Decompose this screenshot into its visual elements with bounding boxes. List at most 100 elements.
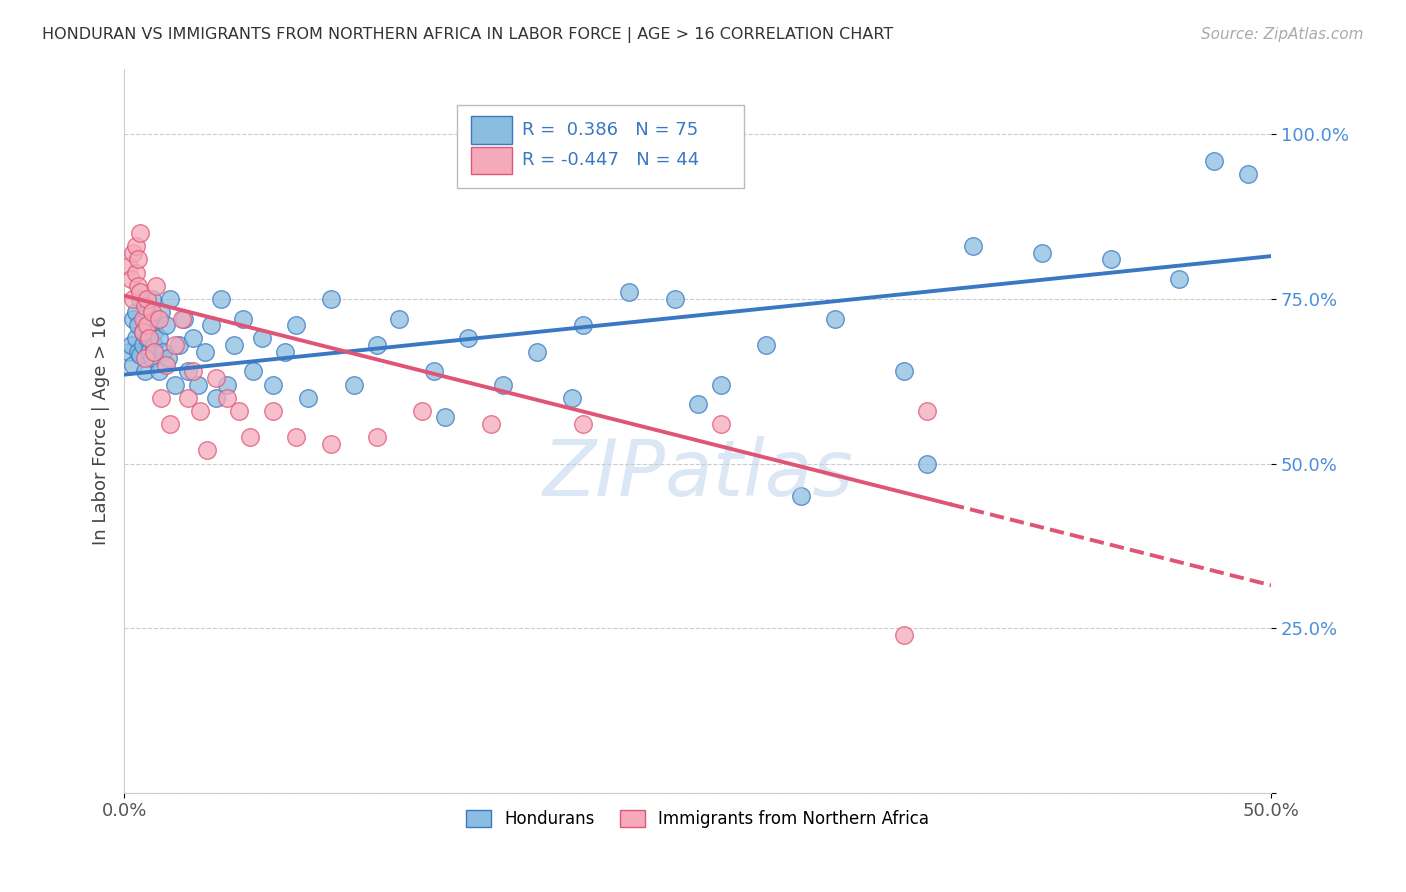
Point	[1237, 167, 1260, 181]
Point	[127, 344, 149, 359]
Point	[239, 430, 262, 444]
Point	[173, 311, 195, 326]
Point	[217, 391, 239, 405]
Point	[125, 266, 148, 280]
Point	[136, 292, 159, 306]
Point	[193, 344, 215, 359]
Point	[824, 311, 846, 326]
Point	[297, 391, 319, 405]
Point	[127, 318, 149, 333]
Point	[710, 417, 733, 431]
Point	[141, 305, 163, 319]
Point	[148, 331, 170, 345]
Point	[893, 628, 915, 642]
Point	[134, 364, 156, 378]
Point	[915, 457, 938, 471]
Point	[120, 272, 142, 286]
Point	[120, 338, 142, 352]
FancyBboxPatch shape	[471, 116, 512, 144]
Point	[143, 325, 166, 339]
Point	[163, 377, 186, 392]
Point	[686, 397, 709, 411]
Point	[159, 417, 181, 431]
Point	[141, 351, 163, 366]
Point	[755, 338, 778, 352]
Point	[181, 331, 204, 345]
Point	[915, 404, 938, 418]
Point	[1031, 245, 1053, 260]
Point	[155, 358, 177, 372]
Point	[1099, 252, 1122, 267]
Point	[572, 417, 595, 431]
Point	[127, 278, 149, 293]
Point	[572, 318, 595, 333]
Text: R = -0.447   N = 44: R = -0.447 N = 44	[522, 152, 699, 169]
Point	[145, 311, 167, 326]
Text: ZIPatlas: ZIPatlas	[543, 436, 853, 512]
Point	[262, 404, 284, 418]
Point	[155, 318, 177, 333]
Point	[131, 325, 153, 339]
Point	[366, 338, 388, 352]
Point	[131, 325, 153, 339]
Point	[664, 292, 686, 306]
Point	[134, 311, 156, 326]
Point	[129, 348, 152, 362]
Point	[163, 338, 186, 352]
Point	[159, 292, 181, 306]
Point	[141, 292, 163, 306]
Point	[205, 371, 228, 385]
Point	[118, 259, 141, 273]
Point	[217, 377, 239, 392]
Point	[188, 404, 211, 418]
Point	[125, 305, 148, 319]
Point	[274, 344, 297, 359]
Point	[1202, 153, 1225, 168]
Point	[262, 377, 284, 392]
Point	[319, 292, 342, 306]
FancyBboxPatch shape	[471, 146, 512, 174]
Point	[893, 364, 915, 378]
Point	[242, 364, 264, 378]
Point	[122, 358, 145, 372]
Point	[434, 410, 457, 425]
Point	[129, 292, 152, 306]
Point	[1168, 272, 1191, 286]
Point	[134, 298, 156, 312]
Point	[285, 430, 308, 444]
Point	[423, 364, 446, 378]
Point	[145, 278, 167, 293]
Point	[195, 443, 218, 458]
Point	[169, 338, 191, 352]
Point	[138, 331, 160, 345]
Point	[457, 331, 479, 345]
Point	[134, 351, 156, 366]
Point	[170, 311, 193, 326]
Point	[285, 318, 308, 333]
Point	[149, 305, 172, 319]
Point	[177, 391, 200, 405]
Point	[205, 391, 228, 405]
Point	[224, 338, 246, 352]
Point	[131, 311, 153, 326]
Point	[187, 377, 209, 392]
Point	[479, 417, 502, 431]
Point	[177, 364, 200, 378]
Point	[962, 239, 984, 253]
Point	[200, 318, 222, 333]
Y-axis label: In Labor Force | Age > 16: In Labor Force | Age > 16	[93, 316, 110, 545]
Point	[143, 344, 166, 359]
FancyBboxPatch shape	[457, 104, 744, 188]
Point	[250, 331, 273, 345]
Point	[232, 311, 254, 326]
Point	[138, 344, 160, 359]
Point	[143, 338, 166, 352]
Point	[136, 305, 159, 319]
Point	[122, 292, 145, 306]
Point	[560, 391, 582, 405]
Point	[526, 344, 548, 359]
Point	[149, 391, 172, 405]
Point	[366, 430, 388, 444]
Point	[122, 311, 145, 326]
Point	[790, 490, 813, 504]
